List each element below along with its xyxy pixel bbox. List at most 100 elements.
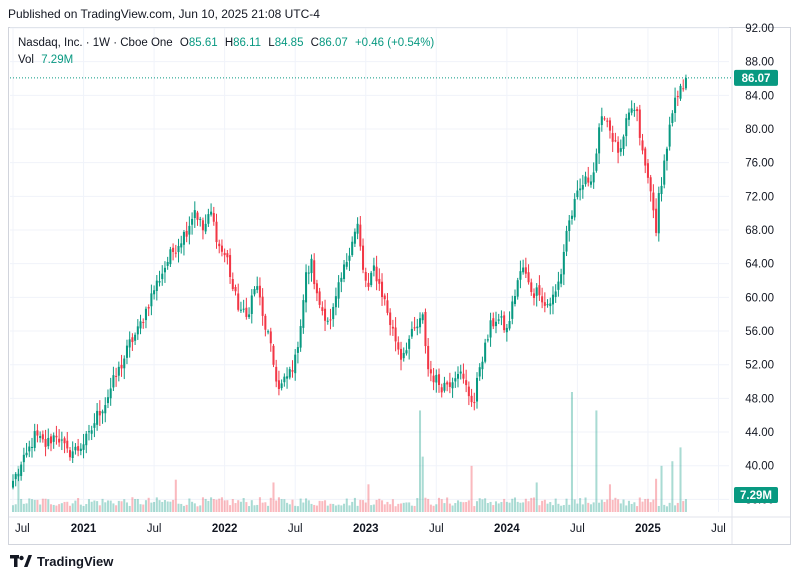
candle: [71, 441, 74, 463]
volume-bar: [611, 499, 614, 512]
volume-bar: [579, 498, 582, 512]
volume-bar: [484, 498, 487, 512]
candle: [400, 341, 403, 371]
candle: [28, 440, 31, 458]
volume-bar: [419, 410, 422, 512]
candle-body: [505, 327, 508, 333]
candle: [245, 297, 248, 320]
candle: [389, 308, 392, 336]
candle-body: [592, 172, 595, 183]
candle-body: [603, 118, 606, 120]
candle: [381, 273, 384, 306]
candle-body: [400, 348, 403, 360]
volume-bar: [226, 500, 229, 512]
candle-body: [579, 188, 582, 191]
volume-bar: [598, 502, 601, 512]
volume-bar: [155, 497, 158, 512]
candle-body: [394, 327, 397, 342]
volume-bar: [638, 497, 641, 512]
volume-bar: [77, 497, 80, 512]
candle: [608, 117, 611, 139]
volume-bar: [478, 498, 481, 512]
candle: [440, 383, 443, 398]
candle: [223, 248, 226, 263]
volume-bar: [581, 504, 584, 512]
candle: [30, 437, 34, 458]
candle: [603, 116, 606, 121]
volume-bar: [587, 502, 590, 512]
candle-body: [581, 185, 584, 190]
candle-body: [182, 231, 185, 245]
candle: [172, 243, 175, 261]
last-price-badge-text: 86.07: [742, 73, 771, 85]
volume-bar: [128, 505, 131, 512]
candle: [318, 287, 321, 309]
candle-body: [492, 318, 495, 327]
volume-bar: [503, 498, 506, 512]
volume-bar: [44, 498, 47, 512]
candle-body: [291, 370, 294, 372]
candle-body: [134, 334, 137, 341]
x-tick-label: 2022: [212, 523, 238, 535]
candle: [619, 139, 622, 157]
volume-bar: [408, 502, 411, 512]
candle-body: [153, 290, 156, 295]
candle: [180, 235, 183, 254]
candle: [505, 323, 508, 342]
candle-body: [500, 316, 503, 318]
candle-body: [587, 177, 590, 183]
candle-body: [462, 373, 465, 379]
candle: [204, 214, 207, 235]
volume-bar: [106, 500, 109, 512]
candle: [611, 125, 614, 153]
volume-bar: [112, 503, 115, 512]
candle: [74, 443, 77, 455]
candle: [277, 370, 280, 396]
volume-bar: [589, 504, 592, 512]
candle-body: [408, 338, 411, 349]
volume-bar: [663, 504, 666, 512]
candle: [215, 213, 218, 249]
candle-body: [85, 433, 88, 446]
candle-body: [123, 358, 126, 369]
candle-body: [229, 255, 232, 278]
legend-ohlc-row: Nasdaq, Inc. · 1W · Cboe One O85.61 H86.…: [18, 35, 434, 52]
candle: [82, 433, 85, 459]
candle-body: [432, 375, 435, 383]
volume-bar: [39, 504, 42, 512]
candle: [253, 286, 256, 297]
candle: [473, 392, 476, 411]
candle-body: [446, 382, 449, 385]
candle-body: [503, 315, 506, 331]
candle-body: [644, 148, 647, 166]
candle-body: [475, 377, 479, 402]
candle: [125, 339, 128, 365]
legend-symbol[interactable]: Nasdaq, Inc. · 1W · Cboe One: [18, 37, 173, 49]
candle: [625, 113, 628, 147]
volume-bar: [144, 500, 147, 512]
tradingview-logo-icon: [10, 555, 32, 567]
y-tick-label: 88.00: [745, 57, 774, 69]
volume-bar: [101, 498, 104, 512]
volume-bar: [47, 499, 50, 512]
volume-bar: [516, 501, 519, 512]
volume-bar: [207, 500, 210, 512]
candle: [109, 377, 112, 406]
volume-bar: [532, 497, 536, 512]
volume-bar: [465, 501, 468, 512]
candle-body: [397, 342, 400, 350]
legend-volume-label: Vol: [18, 54, 34, 66]
candle: [229, 248, 232, 284]
brand-footer[interactable]: TradingView: [10, 551, 113, 571]
volume-bar: [432, 505, 435, 512]
candle: [326, 317, 329, 325]
candle: [456, 366, 460, 388]
candle-body: [315, 283, 318, 294]
candle-body: [489, 320, 492, 338]
candle-body: [519, 271, 522, 280]
volume-bar: [307, 500, 310, 512]
volume-bar: [79, 504, 82, 512]
candle: [210, 203, 213, 217]
candle-body: [253, 289, 256, 295]
